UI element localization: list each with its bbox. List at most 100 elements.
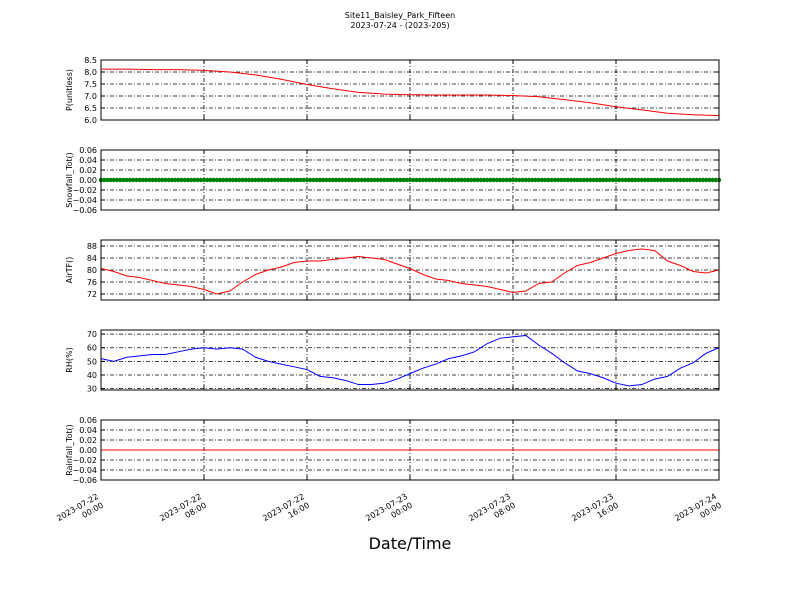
y-tick-label: 6.0	[84, 116, 97, 125]
y-tick-label: 0.02	[79, 166, 97, 175]
snowfall-point	[304, 177, 310, 183]
snowfall-point	[417, 177, 422, 183]
snowfall-point	[333, 177, 339, 183]
snowfall-point	[163, 177, 168, 183]
snowfall-point	[179, 177, 184, 183]
snowfall-point	[662, 177, 667, 183]
snowfall-point	[652, 177, 657, 183]
y-axis-label: Rainfall_Tot()	[65, 424, 74, 476]
snowfall-point	[211, 177, 216, 183]
snowfall-point	[588, 177, 593, 183]
x-tick-label: 2023-07-2400:00	[673, 492, 723, 532]
snowfall-point	[684, 177, 690, 183]
snowfall-point	[327, 177, 332, 183]
snowfall-point	[153, 177, 158, 183]
y-tick-label: 76	[87, 278, 97, 287]
snowfall-point	[285, 177, 290, 183]
snowfall-point	[446, 177, 451, 183]
x-tick-label: 2023-07-2216:00	[261, 492, 311, 532]
snowfall-point	[269, 177, 274, 183]
snowfall-point	[111, 177, 117, 183]
figure-subtitle: 2023-07-24 - (2023-205)	[350, 21, 450, 30]
y-axis-label: P(unitless)	[65, 69, 74, 111]
y-tick-label: 7.5	[84, 80, 97, 89]
snowfall-point	[658, 177, 664, 183]
y-tick-label: 60	[87, 344, 97, 353]
snowfall-point	[130, 177, 136, 183]
snowfall-point	[568, 177, 574, 183]
snowfall-point	[143, 177, 149, 183]
snowfall-point	[188, 177, 194, 183]
snowfall-point	[501, 177, 506, 183]
snowfall-point	[539, 177, 545, 183]
series-line-airtf	[100, 248, 720, 295]
snowfall-point	[488, 177, 493, 183]
snowfall-point	[465, 177, 471, 183]
snowfall-point	[700, 177, 706, 183]
x-tick-label: 2023-07-2300:00	[364, 492, 414, 532]
snowfall-point	[156, 177, 162, 183]
snowfall-point	[259, 177, 265, 183]
series-line-punitless	[101, 68, 720, 117]
y-tick-label: −0.06	[72, 476, 97, 485]
snowfall-point	[320, 177, 326, 183]
snowfall-point	[626, 177, 632, 183]
panel-1: 6.0 6.5 7.0 7.5 8.0 8.5 P(unitless)	[65, 56, 720, 125]
snowfall-point	[159, 177, 165, 183]
snowfall-point	[414, 177, 419, 183]
x-axis-label: Date/Time	[368, 534, 452, 553]
snowfall-point	[217, 177, 223, 183]
x-tick-label: 2023-07-2316:00	[570, 492, 620, 532]
y-tick-label: 70	[87, 330, 97, 339]
snowfall-point	[472, 177, 477, 183]
snowfall-point	[118, 177, 123, 183]
snowfall-point	[468, 177, 474, 183]
snowfall-point	[134, 177, 139, 183]
snowfall-point	[150, 177, 155, 183]
snowfall-point	[324, 177, 329, 183]
snowfall-point	[620, 177, 625, 183]
snowfall-point	[713, 177, 718, 183]
snowfall-point	[127, 177, 133, 183]
snowfall-point	[398, 177, 403, 183]
snowfall-point	[314, 177, 319, 183]
snowfall-point	[340, 177, 345, 183]
snowfall-point	[394, 177, 400, 183]
y-axis-label: RH(%)	[65, 347, 74, 372]
plot-frame	[100, 239, 720, 301]
snowfall-point	[427, 177, 432, 183]
snowfall-point	[591, 177, 596, 183]
snowfall-point	[404, 177, 409, 183]
snowfall-point	[575, 177, 580, 183]
snowfall-point	[636, 177, 641, 183]
snowfall-point	[114, 177, 120, 183]
snowfall-point	[456, 177, 461, 183]
snowfall-point	[237, 177, 242, 183]
snowfall-point	[224, 177, 229, 183]
snowfall-point	[362, 177, 368, 183]
panel-5: −0.06−0.04−0.020.000.020.040.06 Rainfall_…	[65, 416, 720, 485]
snowfall-point	[517, 177, 522, 183]
snowfall-point	[565, 177, 570, 183]
y-tick-label: −0.04	[72, 466, 97, 475]
y-tick-label: 40	[87, 371, 97, 380]
snowfall-point	[430, 177, 435, 183]
snowfall-point	[343, 177, 348, 183]
snowfall-point	[639, 177, 644, 183]
snowfall-point	[256, 177, 261, 183]
snowfall-point	[201, 177, 207, 183]
y-tick-label: 0.04	[79, 426, 97, 435]
plot-frame	[100, 59, 720, 121]
snowfall-point	[391, 177, 397, 183]
panel-3: 72 76 80 84 88 AirTF()	[65, 239, 720, 301]
snowfall-point	[497, 177, 503, 183]
snowfall-point	[536, 177, 541, 183]
x-tick-label: 2023-07-2208:00	[158, 492, 208, 532]
snowfall-point	[311, 177, 316, 183]
snowfall-point	[542, 177, 548, 183]
snowfall-point	[707, 177, 712, 183]
snowfall-point	[230, 177, 236, 183]
plot-frame	[100, 149, 720, 211]
y-tick-label: 0.02	[79, 436, 97, 445]
snowfall-point	[600, 177, 606, 183]
